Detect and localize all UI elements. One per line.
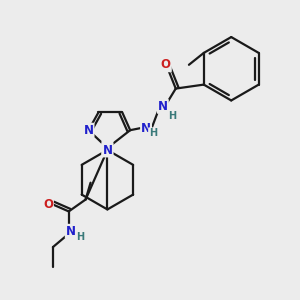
Text: H: H [168,111,176,121]
Text: H: H [149,128,157,138]
Text: N: N [102,142,112,154]
Text: O: O [161,58,171,71]
Text: N: N [141,122,151,135]
Text: N: N [84,124,94,137]
Text: O: O [43,198,53,211]
Text: N: N [66,225,76,238]
Text: N: N [158,100,168,113]
Text: N: N [102,143,112,157]
Text: H: H [76,232,85,242]
